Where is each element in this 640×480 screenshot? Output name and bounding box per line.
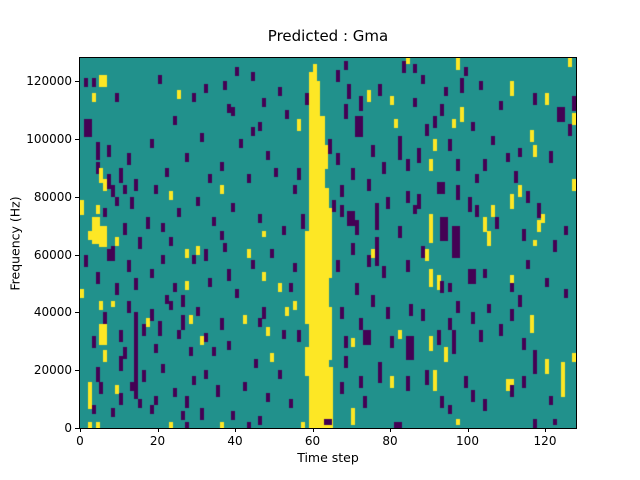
x-tick-label: 20 — [149, 434, 166, 448]
y-tick-mark — [75, 81, 79, 83]
y-tick-label: 100000 — [26, 131, 72, 146]
y-tick-mark — [75, 370, 79, 372]
y-tick-label: 60000 — [33, 247, 72, 262]
x-tick-label: 100 — [456, 434, 479, 448]
x-tick-mark — [390, 428, 391, 432]
x-tick-mark — [157, 428, 159, 432]
x-axis-label: Time step — [297, 450, 359, 465]
y-axis-label: Frequency (Hz) — [7, 196, 23, 291]
x-tick-label: 120 — [533, 434, 557, 448]
y-tick-mark — [75, 428, 79, 429]
y-tick-label: 80000 — [33, 189, 72, 204]
y-tick-label: 0 — [64, 421, 72, 435]
x-tick-label: 80 — [382, 434, 398, 448]
y-tick-mark — [75, 138, 79, 140]
x-tick-mark — [545, 428, 546, 432]
x-tick-label: 0 — [76, 434, 84, 448]
x-tick-label: 60 — [304, 434, 321, 448]
plot-area — [79, 57, 577, 429]
x-tick-mark — [80, 428, 81, 432]
y-tick-label: 40000 — [33, 305, 72, 320]
y-tick-mark — [75, 254, 79, 256]
chart-title: Predicted : Gma — [267, 27, 389, 45]
y-tick-label: 120000 — [26, 74, 72, 89]
y-tick-mark — [75, 312, 79, 314]
heatmap-canvas — [80, 58, 576, 428]
x-tick-label: 40 — [227, 434, 243, 448]
y-tick-mark — [75, 196, 79, 198]
x-tick-mark — [235, 428, 236, 432]
x-tick-mark — [467, 428, 469, 432]
x-tick-mark — [312, 428, 314, 432]
y-tick-label: 20000 — [33, 363, 72, 378]
